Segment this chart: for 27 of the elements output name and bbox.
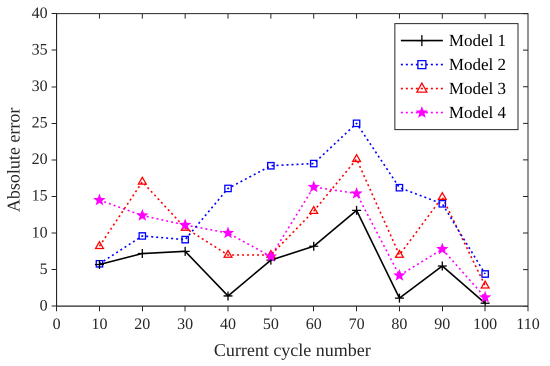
legend-label: Model 3 [448,79,506,98]
x-tick-label: 30 [177,316,194,334]
y-tick-label: 25 [32,114,48,132]
x-tick-label: 90 [434,316,450,334]
x-tick-label: 40 [220,316,236,334]
x-tick-label: 0 [52,316,61,334]
y-tick-label: 30 [32,78,48,95]
y-tick-label: 15 [32,188,48,205]
x-tick-label: 10 [91,316,108,334]
x-tick-label: 20 [134,316,150,334]
x-tick-label: 70 [348,316,365,334]
y-tick-label: 40 [32,4,48,22]
x-tick-label: 100 [473,316,498,334]
x-axis-title: Current cycle number [214,340,371,360]
legend-label: Model 4 [448,103,506,122]
x-tick-label: 60 [306,316,322,334]
y-tick-label: 0 [40,297,48,314]
x-tick-label: 50 [262,316,279,334]
y-tick-label: 35 [32,41,48,58]
y-tick-label: 10 [32,224,48,242]
x-tick-label: 110 [516,316,540,334]
y-tick-label: 5 [40,260,48,278]
legend-label: Model 1 [448,31,506,50]
y-axis-title: Absolute error [4,108,24,212]
x-tick-label: 80 [391,316,408,334]
legend-label: Model 2 [448,55,506,74]
y-tick-label: 20 [32,151,48,168]
